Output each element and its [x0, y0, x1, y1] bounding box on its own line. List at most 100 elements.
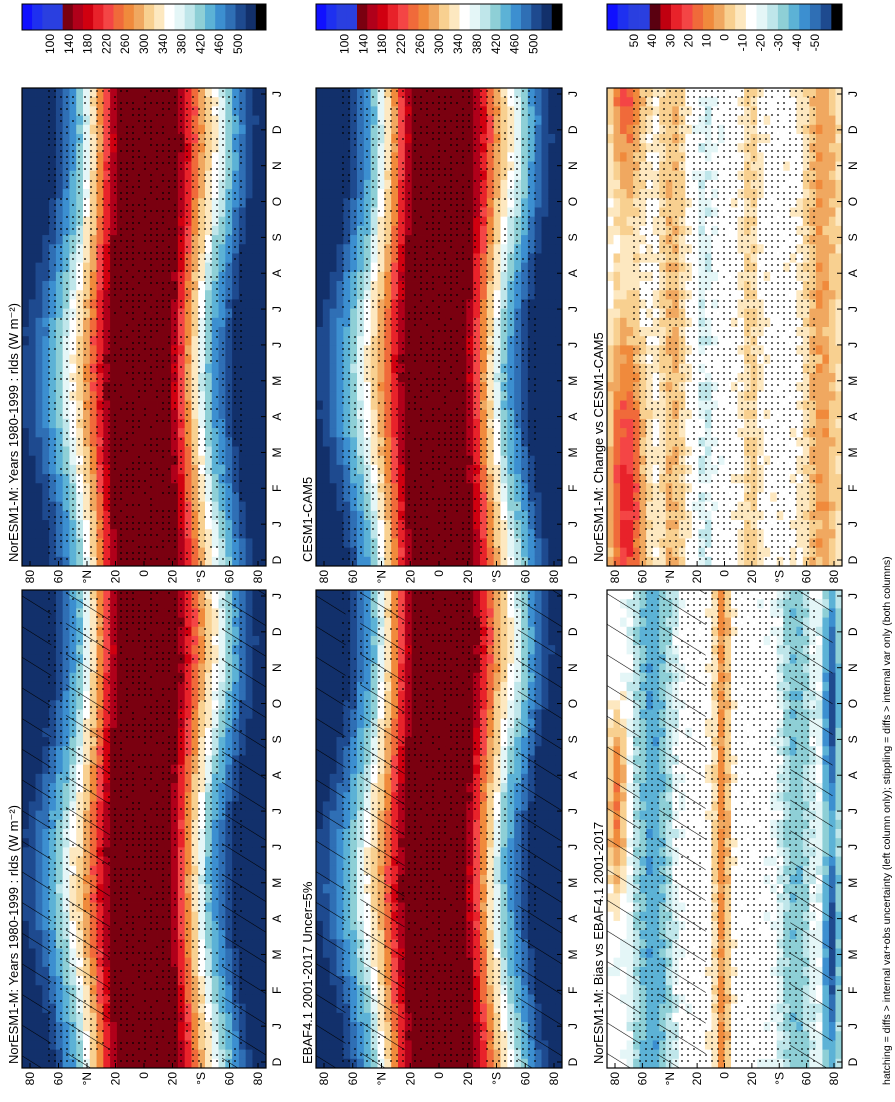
stipple-dot — [156, 964, 158, 966]
stipple-dot — [174, 856, 176, 858]
heatmap-cell — [137, 773, 145, 784]
heatmap-cell — [164, 893, 172, 903]
heatmap-cell — [445, 663, 454, 674]
heatmap-cell — [177, 920, 186, 931]
heatmap-cell — [466, 976, 474, 986]
heatmap-cell — [184, 902, 192, 913]
heatmap-cell — [137, 829, 145, 839]
heatmap-cell — [150, 1022, 158, 1032]
stipple-dot — [192, 694, 194, 696]
heatmap-cell — [350, 819, 358, 830]
heatmap-cell — [480, 1049, 488, 1060]
heatmap-panel-norm_left: 80 60 °N 20 0 20 °S 60 80DJFMAMJJASONDJNorESM1-M… — [6, 512, 284, 1085]
heatmap-cell — [486, 681, 495, 692]
stipple-dot — [54, 1054, 56, 1056]
heatmap-cell — [184, 893, 192, 903]
heatmap-cell — [144, 930, 152, 940]
heatmap-cell — [144, 635, 152, 646]
heatmap-cell — [191, 681, 199, 692]
heatmap-cell — [439, 994, 447, 1005]
stipple-dot — [54, 718, 56, 720]
heatmap-cell — [205, 1031, 213, 1041]
heatmap-cell — [432, 966, 440, 977]
stipple-dot — [150, 844, 152, 846]
heatmap-cell — [445, 1049, 454, 1060]
heatmap-cell — [49, 737, 57, 747]
stipple-dot — [168, 1060, 170, 1062]
heatmap-cell — [418, 847, 426, 857]
heatmap-cell — [164, 608, 172, 618]
heatmap-cell — [116, 847, 125, 857]
stipple-dot — [204, 868, 206, 870]
heatmap-cell — [144, 920, 152, 931]
heatmap-cell — [211, 1040, 219, 1051]
stipple-dot — [174, 616, 176, 618]
stipple-dot — [150, 1036, 152, 1038]
heatmap-cell — [211, 1012, 219, 1023]
stipple-dot — [186, 610, 188, 612]
heatmap-cell — [184, 1049, 192, 1060]
stipple-dot — [132, 640, 134, 642]
heatmap-cell — [157, 911, 165, 922]
stipple-dot — [168, 610, 170, 612]
heatmap-cell — [144, 691, 152, 701]
heatmap-cell — [184, 957, 192, 968]
hatch-band — [22, 590, 52, 1068]
heatmap-cell — [49, 599, 57, 609]
stipple-dot — [180, 886, 182, 888]
stipple-dot — [216, 670, 218, 672]
stipple-dot — [168, 970, 170, 972]
heatmap-cell — [116, 755, 125, 766]
stipple-dot — [216, 676, 218, 678]
heatmap-cell — [110, 819, 118, 830]
stipple-dot — [54, 604, 56, 606]
heatmap-cell — [55, 1022, 64, 1032]
heatmap-cell — [418, 930, 426, 940]
heatmap-cell — [150, 608, 158, 618]
stipple-dot — [162, 988, 164, 990]
heatmap-cell — [130, 911, 138, 922]
heatmap-cell — [157, 691, 165, 701]
stipple-dot — [168, 736, 170, 738]
heatmap-cell — [452, 755, 460, 766]
heatmap-cell — [191, 792, 199, 802]
heatmap-cell — [418, 599, 426, 609]
stipple-dot — [144, 646, 146, 648]
heatmap-cell — [211, 829, 219, 839]
heatmap-cell — [198, 966, 206, 977]
heatmap-cell — [144, 966, 152, 977]
stipple-dot — [126, 916, 128, 918]
heatmap-cell — [123, 764, 131, 775]
heatmap-cell — [466, 911, 474, 922]
heatmap-cell — [123, 1003, 131, 1014]
heatmap-cell — [445, 755, 454, 766]
stipple-dot — [174, 772, 176, 774]
stipple-dot — [216, 994, 218, 996]
heatmap-cell — [123, 1022, 131, 1032]
heatmap-cell — [480, 994, 488, 1005]
stipple-dot — [162, 772, 164, 774]
stipple-dot — [204, 826, 206, 828]
heatmap-cell — [110, 810, 118, 821]
stipple-dot — [114, 790, 116, 792]
heatmap-cell — [184, 590, 192, 600]
stipple-dot — [198, 682, 200, 684]
stipple-dot — [126, 1042, 128, 1044]
heatmap-cell — [55, 691, 64, 701]
stipple-dot — [204, 850, 206, 852]
heatmap-cell — [177, 874, 186, 885]
heatmap-cell — [191, 700, 199, 710]
stipple-dot — [186, 682, 188, 684]
stipple-dot — [120, 766, 122, 768]
hatch-band — [222, 590, 266, 1068]
stipple-dot — [156, 724, 158, 726]
heatmap-cell — [130, 902, 138, 913]
heatmap-cell — [425, 856, 433, 867]
heatmap-cell — [150, 783, 158, 793]
heatmap-cell — [164, 691, 172, 701]
stipple-dot — [192, 844, 194, 846]
stipple-dot — [198, 874, 200, 876]
stipple-dot — [126, 856, 128, 858]
heatmap-cell — [157, 893, 165, 903]
stipple-dot — [114, 658, 116, 660]
